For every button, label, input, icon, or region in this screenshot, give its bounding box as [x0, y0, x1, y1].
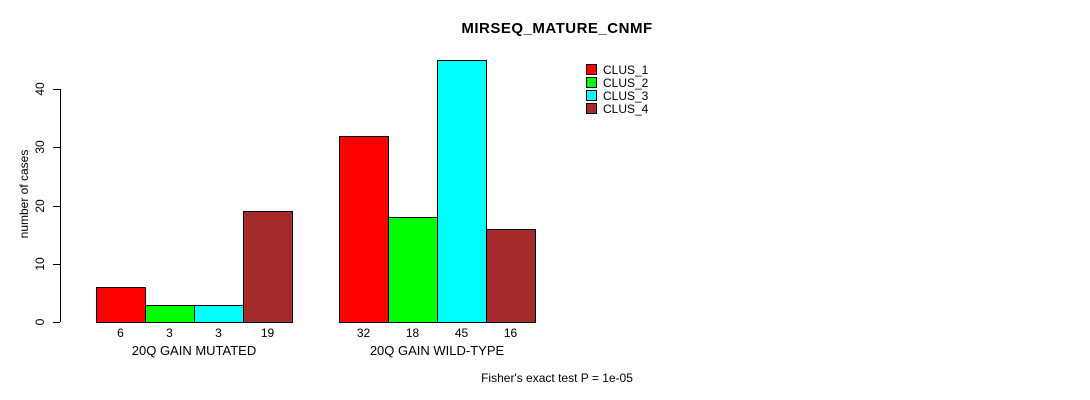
- legend-swatch: [586, 103, 597, 114]
- legend-label: CLUS_2: [603, 75, 649, 90]
- annotation-text: Fisher's exact test P = 1e-05: [481, 371, 633, 385]
- legend-item: CLUS_4: [586, 101, 649, 116]
- bar-value-label: 3: [215, 326, 222, 340]
- y-axis-line: [60, 89, 61, 322]
- bar-value-label: 19: [260, 326, 275, 340]
- legend-item: CLUS_1: [586, 62, 649, 77]
- legend-swatch: [586, 64, 597, 75]
- bar: [388, 217, 438, 323]
- legend-swatch: [586, 77, 597, 88]
- bar-value-label: 18: [405, 326, 420, 340]
- legend-item: CLUS_2: [586, 75, 649, 90]
- bar: [96, 287, 146, 323]
- legend-label: CLUS_4: [603, 101, 649, 116]
- bar: [437, 59, 487, 323]
- legend-label: CLUS_3: [603, 88, 649, 103]
- y-axis-tick: [53, 322, 60, 323]
- y-axis-tick: [53, 89, 60, 90]
- y-axis-title: number of cases: [17, 149, 31, 239]
- legend: CLUS_1 CLUS_2 CLUS_3 CLUS_4: [586, 62, 649, 116]
- legend-swatch: [586, 90, 597, 101]
- legend-item: CLUS_3: [586, 88, 649, 103]
- y-axis-tick: [53, 147, 60, 149]
- y-tick-label: 30: [33, 140, 47, 154]
- bar: [243, 211, 293, 323]
- bar: [486, 228, 536, 323]
- bar-value-label: 16: [503, 326, 518, 340]
- y-axis-tick: [53, 263, 60, 265]
- y-tick-label: 40: [33, 82, 47, 96]
- chart-title: MIRSEQ_MATURE_CNMF: [461, 20, 653, 37]
- bar-value-label: 32: [356, 326, 371, 340]
- y-tick-label: 10: [33, 257, 47, 271]
- bar-value-label: 3: [166, 326, 173, 340]
- bar: [194, 304, 244, 323]
- y-axis-tick: [53, 205, 60, 207]
- bar: [339, 135, 389, 323]
- category-label: 20Q GAIN MUTATED: [131, 343, 257, 358]
- legend-label: CLUS_1: [603, 62, 649, 77]
- y-tick-label: 0: [33, 318, 47, 326]
- y-tick-label: 20: [33, 198, 47, 213]
- category-label: 20Q GAIN WILD-TYPE: [369, 343, 505, 358]
- bar: [145, 304, 195, 323]
- bar-value-label: 6: [117, 326, 124, 340]
- bar-value-label: 45: [454, 326, 469, 340]
